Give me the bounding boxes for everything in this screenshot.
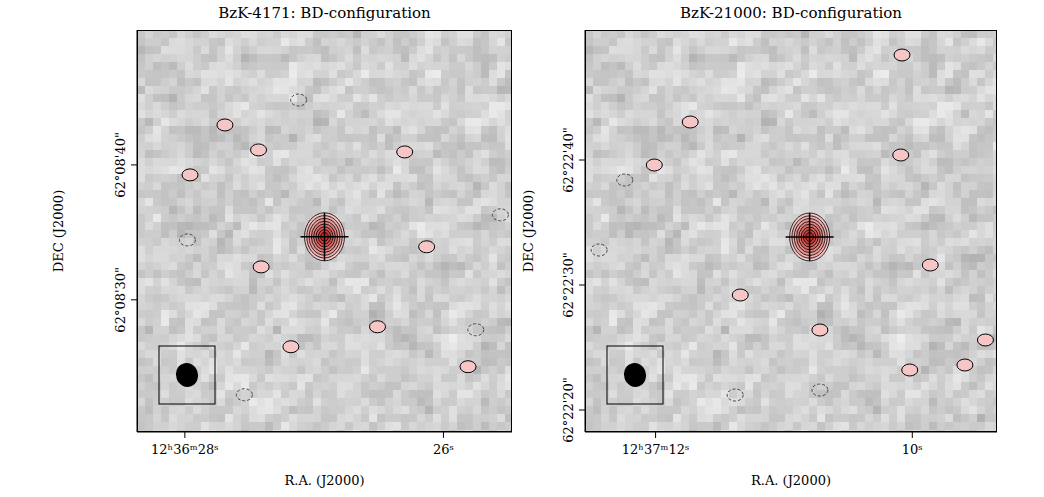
svg-text:DEC (J2000): DEC (J2000)	[521, 190, 536, 272]
html-text:BzK-21000: BD-configuration: BzK-21000: BD-configuration	[680, 4, 902, 22]
svg-text:62°08'30": 62°08'30"	[113, 267, 128, 333]
svg-text:26ˢ: 26ˢ	[433, 442, 454, 457]
svg-text:R.A. (J2000): R.A. (J2000)	[284, 473, 364, 488]
svg-text:62°08'40": 62°08'40"	[113, 132, 128, 198]
html-text:BzK-4171: BD-configuration: BzK-4171: BD-configuration	[218, 4, 431, 22]
svg-text:R.A. (J2000): R.A. (J2000)	[751, 473, 831, 488]
svg-text:12ʰ37ᵐ12ˢ: 12ʰ37ᵐ12ˢ	[622, 442, 690, 457]
svg-text:62°22'40": 62°22'40"	[561, 127, 576, 193]
svg-text:DEC (J2000): DEC (J2000)	[51, 190, 66, 272]
svg-text:62°22'30": 62°22'30"	[561, 252, 576, 318]
svg-text:12ʰ36ᵐ28ˢ: 12ʰ36ᵐ28ˢ	[151, 442, 219, 457]
svg-text:10ˢ: 10ˢ	[902, 442, 923, 457]
svg-text:62°22'20": 62°22'20"	[561, 377, 576, 443]
